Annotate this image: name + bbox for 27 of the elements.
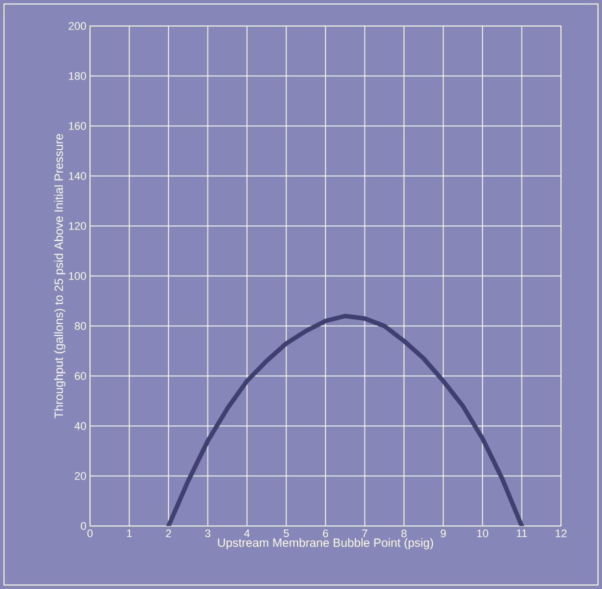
x-tick-label: 9 bbox=[440, 530, 446, 538]
y-tick-label: 80 bbox=[74, 322, 86, 330]
x-axis-title: Upstream Membrane Bubble Point (psig) bbox=[218, 538, 434, 550]
x-tick-label: 11 bbox=[516, 530, 527, 538]
y-tick-label: 100 bbox=[69, 272, 86, 280]
x-tick-label: 10 bbox=[477, 530, 488, 538]
x-tick-label: 12 bbox=[556, 530, 567, 538]
line-series bbox=[166, 314, 524, 526]
y-tick-label: 60 bbox=[74, 372, 86, 380]
x-tick-label: 3 bbox=[205, 530, 210, 538]
y-tick-label: 200 bbox=[68, 22, 86, 30]
x-tick-label: 2 bbox=[166, 530, 172, 538]
y-tick-label: 20 bbox=[74, 472, 86, 480]
x-tick-label: 6 bbox=[323, 530, 328, 538]
x-tick-label: 4 bbox=[244, 530, 250, 538]
y-tick-label: 0 bbox=[80, 522, 86, 530]
y-tick-label: 120 bbox=[69, 222, 86, 230]
x-tick-label: 7 bbox=[362, 530, 368, 538]
y-tick-label: 40 bbox=[74, 422, 86, 430]
y-tick-label: 160 bbox=[69, 122, 86, 130]
x-tick-label: 8 bbox=[401, 530, 407, 538]
x-tick-label: 5 bbox=[284, 530, 289, 538]
y-tick-label: 180 bbox=[69, 72, 86, 80]
y-tick-label: 140 bbox=[69, 172, 86, 180]
x-tick-label: 0 bbox=[87, 530, 93, 538]
x-tick-label: 1 bbox=[127, 530, 132, 538]
y-axis-title: Throughput (gallons) to 25 psid Above Initial Pressure bbox=[54, 134, 66, 418]
